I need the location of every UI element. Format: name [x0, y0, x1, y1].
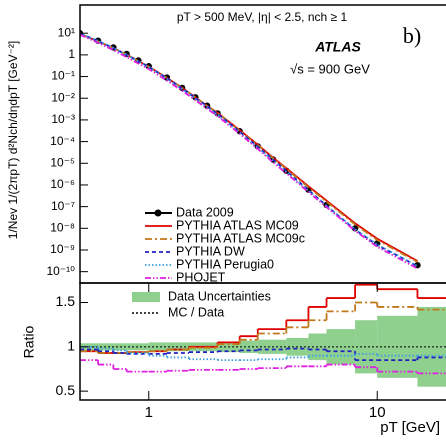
y-tick-label: 10⁻¹ [51, 69, 75, 83]
x-tick-label: 10 [369, 404, 386, 421]
y-tick-label: 1 [67, 338, 75, 354]
panel-label: b) [403, 23, 421, 48]
plot-area [80, 30, 421, 270]
legend-label: Data Uncertainties [168, 289, 271, 303]
y-tick-label: 10¹ [58, 25, 75, 39]
series-line [80, 32, 418, 267]
legend-label: Data 2009 [176, 205, 234, 219]
legend-label: PYTHIA Perugia0 [176, 257, 274, 271]
y-tick-label: 10⁻⁴ [50, 134, 75, 148]
y-tick-label: 10⁻⁷ [51, 199, 75, 213]
energy-annotation: √s = 900 GeV [290, 61, 370, 76]
y-tick-label: 10⁻³ [51, 112, 75, 126]
y-axis-label: 1/Nev 1/(2πpT) d²Nch/dηdpT [GeV⁻²] [6, 41, 20, 239]
plot-area [80, 283, 446, 387]
series-line [80, 33, 418, 270]
legend-label: PYTHIA DW [176, 244, 245, 258]
y-tick-label: 1 [68, 47, 75, 61]
y-axis-label: Ratio [21, 325, 37, 358]
legend-swatch [154, 209, 162, 217]
y-tick-label: 10⁻⁵ [50, 155, 75, 169]
x-axis-label: pT [GeV] [380, 419, 440, 436]
y-tick-label: 10⁻⁸ [50, 220, 75, 234]
y-tick-label: 10⁻¹⁰ [47, 264, 76, 278]
legend-label: PYTHIA ATLAS MC09c [176, 231, 305, 245]
frame [79, 282, 446, 401]
legend-label: PYTHIA ATLAS MC09 [176, 218, 299, 232]
y-tick-label: 10⁻⁹ [50, 242, 75, 256]
series-line [80, 32, 418, 263]
y-tick-label: 10⁻² [51, 90, 75, 104]
y-tick-label: 10⁻⁶ [50, 177, 75, 191]
experiment-label: ATLAS [314, 39, 361, 55]
legend-label: PHOJET [176, 270, 226, 284]
y-tick-label: 0.5 [56, 382, 76, 398]
y-tick-label: 1.5 [56, 293, 76, 309]
legend-swatch [132, 292, 160, 302]
cuts-annotation: pT > 500 MeV, |η| < 2.5, nch ≥ 1 [177, 10, 348, 24]
legend-label: MC / Data [168, 305, 224, 319]
x-tick-label: 1 [145, 404, 153, 421]
